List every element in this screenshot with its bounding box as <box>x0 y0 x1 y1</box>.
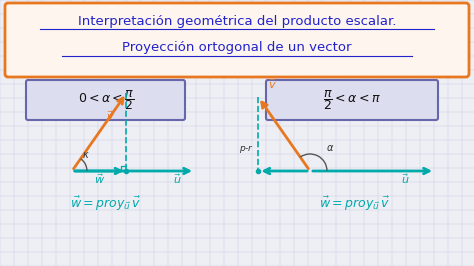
Text: $\alpha$: $\alpha$ <box>326 143 334 153</box>
Text: $\vec{v}$: $\vec{v}$ <box>268 78 277 91</box>
Text: $\dfrac{\pi}{2} < \alpha < \pi$: $\dfrac{\pi}{2} < \alpha < \pi$ <box>323 88 381 112</box>
Text: $\vec{v}$: $\vec{v}$ <box>106 109 114 123</box>
Text: Proyección ortogonal de un vector: Proyección ortogonal de un vector <box>122 41 352 55</box>
Text: $\vec{w}$: $\vec{w}$ <box>94 172 105 186</box>
Text: $0 < \alpha < \dfrac{\pi}{2}$: $0 < \alpha < \dfrac{\pi}{2}$ <box>78 88 135 112</box>
Text: $\vec{w}=proy_{\vec{u}}\,\vec{v}$: $\vec{w}=proy_{\vec{u}}\,\vec{v}$ <box>71 195 142 213</box>
Text: $\vec{w}=proy_{\vec{u}}\,\vec{v}$: $\vec{w}=proy_{\vec{u}}\,\vec{v}$ <box>319 195 391 213</box>
FancyBboxPatch shape <box>26 80 185 120</box>
FancyBboxPatch shape <box>5 3 469 77</box>
Text: $\vec{u}$: $\vec{u}$ <box>401 172 410 186</box>
Text: Interpretación geométrica del producto escalar.: Interpretación geométrica del producto e… <box>78 15 396 27</box>
Text: $p$-$r$: $p$-$r$ <box>239 143 254 155</box>
Text: $\kappa$: $\kappa$ <box>82 150 90 160</box>
FancyBboxPatch shape <box>266 80 438 120</box>
Text: $\vec{u}$: $\vec{u}$ <box>173 172 182 186</box>
